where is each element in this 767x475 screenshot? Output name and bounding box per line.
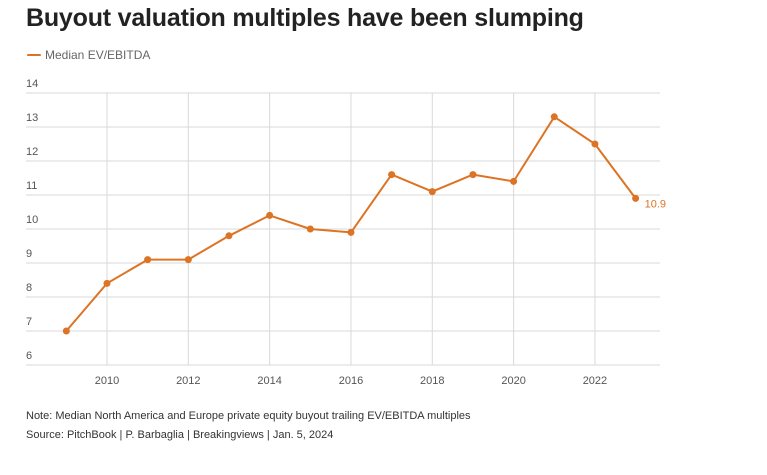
footer-source: Source: PitchBook | P. Barbaglia | Break… xyxy=(26,429,334,441)
chart-legend: Median EV/EBITDA xyxy=(27,48,150,62)
data-point xyxy=(388,171,396,179)
grid-layer xyxy=(26,92,660,366)
x-tick-label: 2014 xyxy=(257,375,281,387)
data-label: 10.9 xyxy=(645,198,666,210)
y-tick-label: 11 xyxy=(26,180,37,192)
legend-label: Median EV/EBITDA xyxy=(45,48,151,62)
x-tick-label: 2018 xyxy=(420,375,444,387)
data-point xyxy=(103,279,111,287)
data-point xyxy=(306,225,314,233)
y-tick-label: 8 xyxy=(26,282,32,294)
data-point xyxy=(347,228,355,236)
y-tick-label: 13 xyxy=(26,112,38,124)
y-tick-label: 12 xyxy=(26,146,38,158)
x-axis-ticks: 2010 2012 2014 2016 2018 2020 2022 xyxy=(95,375,607,387)
chart-title: Buyout valuation multiples have been slu… xyxy=(26,4,584,32)
y-tick-label: 6 xyxy=(26,350,32,362)
data-point xyxy=(591,140,599,148)
footer-note: Note: Median North America and Europe pr… xyxy=(26,410,471,422)
data-point xyxy=(184,256,192,264)
y-tick-label: 9 xyxy=(26,248,32,260)
data-point xyxy=(632,194,640,202)
data-point xyxy=(428,188,436,196)
series-layer xyxy=(62,113,640,335)
x-tick-label: 2016 xyxy=(339,375,363,387)
y-tick-label: 7 xyxy=(26,316,32,328)
data-point xyxy=(550,113,558,121)
y-tick-label: 10 xyxy=(26,214,38,226)
x-tick-label: 2020 xyxy=(501,375,525,387)
data-point xyxy=(266,211,274,219)
data-point xyxy=(225,232,233,240)
data-point xyxy=(144,256,152,264)
x-tick-label: 2010 xyxy=(95,375,119,387)
x-tick-label: 2022 xyxy=(583,375,607,387)
x-tick-label: 2012 xyxy=(176,375,200,387)
data-point xyxy=(62,327,70,335)
data-point xyxy=(510,177,518,185)
data-point xyxy=(469,171,477,179)
annotation-layer: 10.9 xyxy=(645,198,666,210)
legend-swatch xyxy=(27,54,41,56)
y-axis-ticks: 6 7 8 9 10 11 12 13 14 xyxy=(26,78,38,362)
y-tick-label: 14 xyxy=(26,78,38,90)
